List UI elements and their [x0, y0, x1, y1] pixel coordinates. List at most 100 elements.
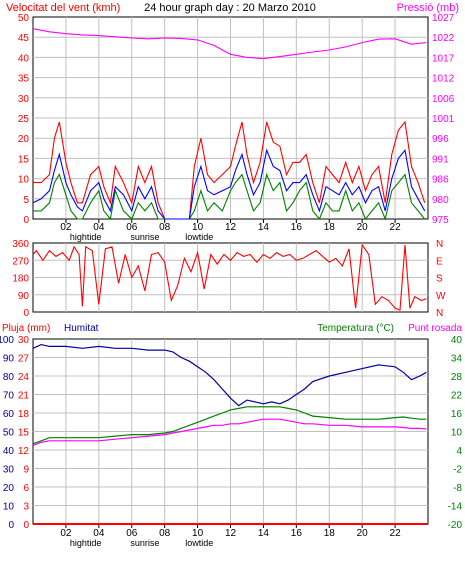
x-tick-label: 20	[357, 222, 369, 233]
pressure-tick-label: 1017	[432, 53, 455, 64]
wind-series	[32, 28, 427, 221]
x-tick-label: 14	[258, 222, 270, 233]
rain-title: Pluja (mm)	[2, 323, 50, 334]
rain-tick-label: 0	[23, 520, 29, 531]
temperature-tick-label: 10	[451, 428, 463, 439]
x-tick-label: 08	[159, 222, 171, 233]
x-tick-label: 18	[324, 222, 336, 233]
rain-axis-ticks: 0 3 6 9 12 15 18 21 24 27 30	[18, 335, 30, 531]
x-tick-label: 12	[225, 528, 237, 539]
x-tick-label: 08	[159, 528, 171, 539]
x-tick-label: 16	[291, 528, 303, 539]
compass-tick-label: W	[436, 291, 446, 302]
compass-tick-label: S	[436, 274, 443, 285]
x-tick-label: 02	[60, 222, 72, 233]
pressure-tick-label: 991	[432, 154, 449, 165]
temperature-tick-label: 16	[451, 409, 463, 420]
pressure-tick-label: 996	[432, 134, 449, 145]
event-marker-label: hightide	[70, 538, 102, 548]
humidity-title: Humitat	[64, 323, 99, 334]
event-marker-label: sunrise	[130, 232, 159, 242]
rain-tick-label: 24	[18, 372, 30, 383]
humidity-tick-label: 90	[3, 354, 15, 365]
wind-time-axis-ticks: 02 04 06 08 10 12 14 16 18 20 22	[60, 219, 401, 233]
humidity-axis-ticks: 0 10 20 30 40 50 60 70 80 90 100	[0, 335, 14, 531]
rain-tick-label: 21	[18, 391, 30, 402]
x-tick-label: 04	[93, 222, 105, 233]
pressure-tick-label: 1022	[432, 33, 455, 44]
humidity-plot-grid	[33, 339, 428, 524]
rain-tick-label: 27	[18, 354, 30, 365]
temperature-tick-label: -2	[453, 465, 462, 476]
pressure-axis-ticks: 975 980 986 991 996 1001 1006 1012 1017 1022 1027	[432, 13, 455, 226]
rain-tick-label: 12	[18, 446, 30, 457]
direction-line	[32, 243, 427, 311]
wind-tick-label: 35	[18, 74, 30, 85]
temperature-tick-label: 34	[451, 354, 463, 365]
compass-tick-label: N	[436, 239, 443, 250]
x-tick-label: 02	[60, 528, 72, 539]
temperature-tick-label: 4	[456, 446, 462, 457]
x-tick-label: 12	[225, 222, 237, 233]
compass-tick-label: E	[436, 256, 443, 267]
wind-tick-label: 5	[23, 195, 29, 206]
temperature-line	[32, 406, 427, 445]
x-tick-label: 04	[93, 528, 105, 539]
pressure-tick-label: 1001	[432, 114, 455, 125]
humidity-tick-label: 20	[3, 483, 15, 494]
wind-tick-label: 10	[18, 175, 30, 186]
direction-series	[32, 243, 427, 311]
pressure-tick-label: 980	[432, 195, 449, 206]
direction-tick-label: 90	[18, 291, 30, 302]
humidity-line	[32, 343, 427, 407]
wind-tick-label: 0	[23, 215, 29, 226]
wind-speed-line	[33, 120, 426, 220]
graph-title: 24 hour graph day : 20 Marzo 2010	[144, 2, 316, 14]
humidity-tick-label: 0	[8, 520, 14, 531]
x-tick-label: 22	[390, 528, 402, 539]
humidity-tick-label: 60	[3, 409, 15, 420]
humidity-tick-label: 40	[3, 446, 15, 457]
humidity-event-markers: hightide sunrise lowtide	[70, 538, 213, 548]
wind-event-markers: hightide sunrise lowtide	[70, 232, 213, 242]
wind-gust-line	[32, 148, 426, 220]
humidity-tick-label: 30	[3, 465, 15, 476]
humidity-tick-label: 10	[3, 502, 15, 513]
wind-title: Velocitat del vent (kmh)	[6, 2, 120, 14]
event-marker-label: lowtide	[185, 232, 213, 242]
wind-tick-label: 30	[18, 94, 30, 105]
rain-tick-label: 18	[18, 409, 30, 420]
rain-tick-label: 15	[18, 428, 30, 439]
humidity-tick-label: 100	[0, 335, 14, 346]
pressure-tick-label: 975	[432, 215, 449, 226]
wind-tick-label: 20	[18, 134, 30, 145]
x-tick-label: 16	[291, 222, 303, 233]
pressure-tick-label: 1012	[432, 74, 455, 85]
dewpoint-title: Punt rosada	[408, 323, 462, 334]
humidity-tick-label: 80	[3, 372, 15, 383]
x-tick-label: 18	[324, 528, 336, 539]
temperature-tick-label: -20	[448, 520, 463, 531]
pressure-tick-label: 1006	[432, 94, 455, 105]
pressure-tick-label: 986	[432, 175, 449, 186]
event-marker-label: sunrise	[130, 538, 159, 548]
wind-tick-label: 45	[18, 33, 30, 44]
wind-axis-ticks: 0 5 10 15 20 25 30 35 40 45 50	[18, 13, 30, 226]
x-tick-label: 20	[357, 528, 369, 539]
x-tick-label: 10	[192, 528, 204, 539]
pressure-title: Pressió (mb)	[397, 2, 459, 14]
pressure-line	[32, 28, 427, 60]
temperature-tick-label: 28	[451, 372, 463, 383]
x-tick-label: 06	[126, 222, 138, 233]
wind-tick-label: 40	[18, 53, 30, 64]
temperature-tick-label: -14	[448, 502, 463, 513]
temperature-tick-label: 22	[451, 391, 463, 402]
event-marker-label: hightide	[70, 232, 102, 242]
wind-tick-label: 25	[18, 114, 30, 125]
rain-tick-label: 3	[23, 502, 29, 513]
dewpoint-line	[32, 418, 427, 446]
humidity-tick-label: 70	[3, 391, 15, 402]
direction-tick-label: 180	[12, 274, 29, 285]
